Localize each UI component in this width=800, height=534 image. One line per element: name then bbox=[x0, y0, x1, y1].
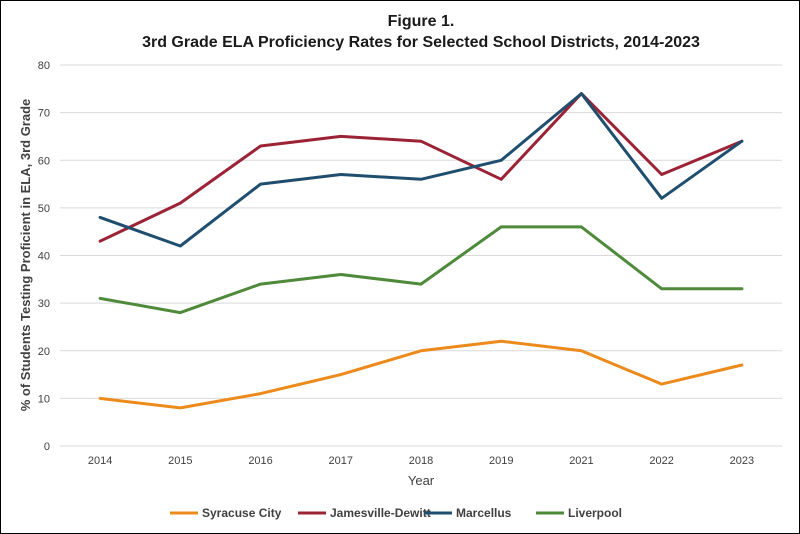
y-axis-label: % of Students Testing Proficient in ELA,… bbox=[18, 99, 33, 412]
x-tick-label: 2021 bbox=[569, 455, 593, 467]
y-tick-label: 10 bbox=[38, 393, 50, 405]
x-tick-label: 2023 bbox=[730, 455, 754, 467]
series-lines bbox=[98, 92, 744, 410]
y-tick-label: 80 bbox=[38, 60, 50, 72]
x-tick-label: 2018 bbox=[409, 455, 433, 467]
y-tick-label: 20 bbox=[38, 346, 50, 358]
y-tick-label: 30 bbox=[38, 298, 50, 310]
y-tick-label: 0 bbox=[44, 441, 50, 453]
legend-label: Jamesville-Dewitt bbox=[330, 506, 431, 520]
series-line-marcellus bbox=[98, 92, 744, 248]
y-tick-label: 60 bbox=[38, 155, 50, 167]
series-line-liverpool bbox=[98, 225, 744, 315]
chart-title-line2: 3rd Grade ELA Proficiency Rates for Sele… bbox=[142, 34, 700, 51]
legend-label: Marcellus bbox=[456, 506, 512, 520]
legend: Syracuse City Jamesville-Dewitt Marcellus L… bbox=[170, 506, 622, 520]
y-tick-label: 50 bbox=[38, 203, 50, 215]
legend-label: Syracuse City bbox=[202, 506, 282, 520]
x-tick-label: 2019 bbox=[489, 455, 513, 467]
x-tick-label: 2017 bbox=[329, 455, 353, 467]
y-tick-label: 70 bbox=[38, 108, 50, 120]
x-tick-labels: 2014 2015 2016 2017 2018 2019 2021 2022 2023 bbox=[88, 455, 754, 467]
x-axis-label: Year bbox=[408, 473, 435, 488]
legend-label: Liverpool bbox=[568, 506, 622, 520]
x-tick-label: 2016 bbox=[248, 455, 272, 467]
gridlines bbox=[60, 64, 782, 447]
series-line-jamesville-dewitt bbox=[98, 92, 744, 243]
x-tick-label: 2022 bbox=[649, 455, 673, 467]
x-tick-label: 2014 bbox=[88, 455, 112, 467]
y-tick-labels: 0 10 20 30 40 50 60 70 80 bbox=[38, 60, 50, 453]
x-tick-label: 2015 bbox=[168, 455, 192, 467]
chart-title-line1: Figure 1. bbox=[388, 13, 455, 30]
y-tick-label: 40 bbox=[38, 251, 50, 263]
series-line-syracuse-city bbox=[98, 339, 744, 410]
